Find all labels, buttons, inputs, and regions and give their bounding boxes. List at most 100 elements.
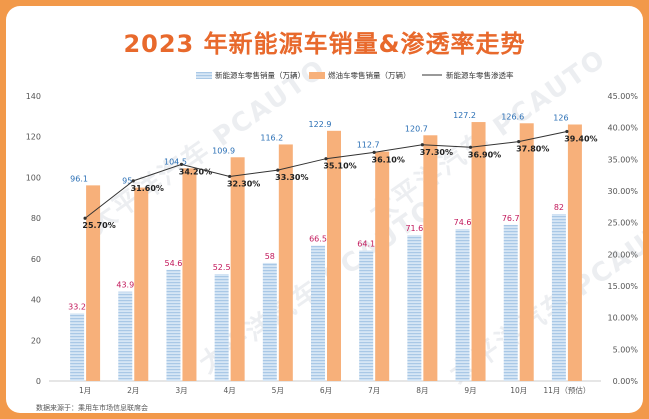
fuel-bar-label: 120.7 bbox=[405, 124, 428, 133]
x-tick-label: 9月 bbox=[464, 386, 476, 395]
legend-swatch-nev bbox=[196, 72, 212, 79]
nev-bar bbox=[359, 250, 374, 381]
y2-tick-label: 15.00% bbox=[607, 282, 638, 291]
penetration-point bbox=[324, 157, 328, 161]
y2-tick-label: 45.00% bbox=[607, 92, 638, 101]
y-tick-label: 0 bbox=[36, 377, 41, 386]
fuel-bar-label: 96.1 bbox=[70, 174, 88, 183]
y2-tick-label: 0.00% bbox=[613, 377, 639, 386]
fuel-bar-label: 95 bbox=[122, 177, 132, 186]
chart-panel: 2023 年新能源车销量&渗透率走势 太平洋汽车 PCAUTO 太平洋汽车 PC… bbox=[6, 6, 643, 413]
y2-tick-label: 20.00% bbox=[607, 250, 638, 259]
nev-bar bbox=[551, 214, 566, 381]
penetration-point bbox=[517, 140, 521, 144]
penetration-label: 35.10% bbox=[323, 162, 356, 171]
penetration-label: 31.60% bbox=[131, 184, 164, 193]
nev-bar bbox=[70, 313, 85, 381]
legend-label-nev: 新能源车零售销量（万辆） bbox=[215, 70, 305, 80]
x-tick-label: 11月（预估） bbox=[543, 385, 590, 395]
fuel-bar-label: 126.6 bbox=[501, 112, 524, 121]
nev-bar bbox=[262, 262, 277, 381]
nev-bar bbox=[455, 229, 470, 381]
nev-bar-label: 76.7 bbox=[502, 214, 520, 223]
legend-label-penetration: 新能源车零售渗透率 bbox=[446, 70, 514, 80]
y2-tick-label: 35.00% bbox=[607, 155, 638, 164]
y2-tick-label: 5.00% bbox=[613, 345, 639, 354]
penetration-label: 39.40% bbox=[564, 134, 597, 143]
penetration-label: 33.30% bbox=[275, 173, 308, 182]
x-tick-label: 3月 bbox=[175, 386, 187, 395]
penetration-point bbox=[468, 145, 473, 149]
fuel-bar bbox=[230, 157, 245, 381]
x-tick-label: 6月 bbox=[320, 386, 332, 395]
fuel-bar-label: 126 bbox=[553, 114, 568, 123]
legend-label-fuel: 燃油车零售销量（万辆） bbox=[328, 70, 411, 80]
combo-chart: 0 20 40 60 80 100 120 140 0.00% 5.00% 10.00% 15.00%… bbox=[26, 70, 639, 395]
nev-bar-label: 64.1 bbox=[357, 240, 375, 249]
nev-bar-label: 54.6 bbox=[165, 259, 183, 268]
nev-bar bbox=[407, 235, 422, 381]
fuel-bar-label: 112.7 bbox=[357, 141, 380, 150]
nev-bar-label: 33.2 bbox=[68, 302, 86, 311]
nev-bar bbox=[118, 291, 133, 381]
penetration-label: 37.80% bbox=[516, 145, 549, 154]
nev-bar-label: 43.9 bbox=[116, 281, 134, 290]
fuel-bar bbox=[327, 130, 341, 381]
y-tick-label: 100 bbox=[26, 173, 41, 182]
fuel-bar-label: 116.2 bbox=[260, 133, 283, 142]
y-tick-label: 80 bbox=[31, 214, 41, 223]
fuel-bar-label: 104.5 bbox=[164, 157, 187, 166]
fuel-bar bbox=[134, 187, 149, 381]
nev-bar-label: 58 bbox=[265, 252, 275, 261]
fuel-bar-label: 109.9 bbox=[212, 146, 235, 155]
nev-bar bbox=[311, 245, 325, 381]
nev-bar bbox=[166, 269, 181, 381]
penetration-point bbox=[420, 143, 424, 147]
x-tick-label: 7月 bbox=[368, 386, 380, 395]
nev-bar-label: 71.6 bbox=[405, 224, 423, 233]
nev-bar-label: 52.5 bbox=[213, 263, 231, 272]
nev-bar-label: 66.5 bbox=[309, 235, 327, 244]
x-tick-label: 1月 bbox=[79, 386, 91, 395]
y2-tick-label: 40.00% bbox=[607, 124, 638, 133]
fuel-bar bbox=[519, 123, 534, 382]
penetration-point bbox=[372, 150, 376, 154]
penetration-label: 34.20% bbox=[179, 167, 212, 176]
penetration-point bbox=[179, 162, 184, 166]
fuel-bar-label: 127.2 bbox=[453, 111, 476, 120]
fuel-bar bbox=[375, 151, 390, 381]
penetration-line bbox=[84, 130, 568, 219]
penetration-point bbox=[131, 179, 135, 183]
chart-title: 2023 年新能源车销量&渗透率走势 bbox=[123, 30, 526, 58]
x-tick-label: 4月 bbox=[223, 386, 235, 395]
nev-bar-label: 74.6 bbox=[454, 218, 472, 227]
fuel-bar bbox=[86, 185, 101, 381]
fuel-bar-label: 122.9 bbox=[309, 120, 332, 129]
penetration-label: 32.30% bbox=[227, 179, 260, 188]
x-tick-label: 10月 bbox=[510, 386, 527, 395]
fuel-bar bbox=[182, 168, 197, 381]
penetration-label: 25.70% bbox=[82, 221, 115, 230]
y2-tick-label: 10.00% bbox=[607, 314, 638, 323]
y-tick-label: 20 bbox=[31, 336, 41, 345]
x-tick-label: 2月 bbox=[127, 386, 139, 395]
nev-bar bbox=[503, 224, 518, 381]
nev-bar bbox=[214, 274, 229, 381]
penetration-point bbox=[83, 216, 87, 220]
fuel-bar bbox=[471, 122, 486, 382]
penetration-label: 36.90% bbox=[468, 150, 501, 159]
penetration-point bbox=[565, 129, 569, 134]
penetration-label: 37.30% bbox=[420, 148, 453, 157]
x-tick-label: 5月 bbox=[272, 386, 284, 395]
legend-swatch-fuel bbox=[309, 72, 325, 79]
fuel-bar bbox=[567, 124, 582, 381]
x-tick-label: 8月 bbox=[416, 386, 428, 395]
fuel-bar bbox=[423, 135, 438, 381]
y-tick-label: 40 bbox=[31, 296, 41, 305]
y-tick-label: 120 bbox=[26, 133, 41, 142]
penetration-point bbox=[228, 174, 232, 179]
y2-tick-label: 25.00% bbox=[607, 219, 638, 228]
penetration-label: 36.10% bbox=[372, 155, 405, 164]
y2-tick-label: 30.00% bbox=[607, 187, 638, 196]
